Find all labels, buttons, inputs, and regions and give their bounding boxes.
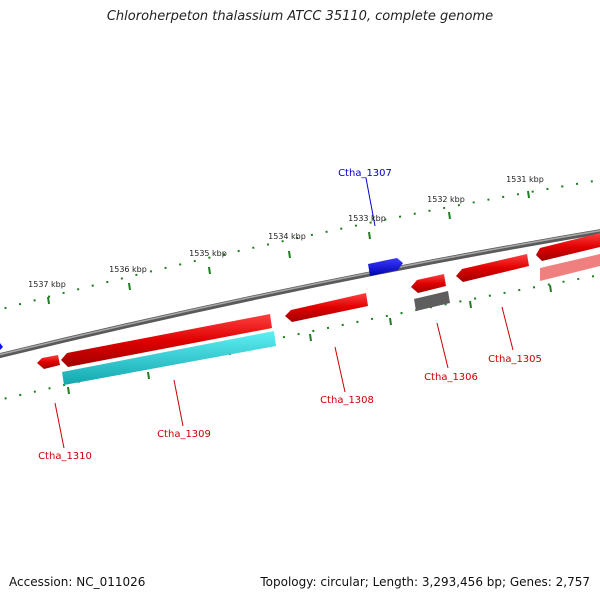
gene-ctha-1305[interactable] [456, 254, 529, 282]
tick-mark [368, 231, 371, 240]
gene-label-ctha-1305[interactable]: Ctha_1305 [488, 354, 542, 365]
tick-mark [208, 266, 211, 275]
gene-label-ctha-1309[interactable]: Ctha_1309 [157, 429, 211, 440]
gene-ctha-1307[interactable] [368, 258, 403, 276]
partial-gene-arrow[interactable] [0, 343, 3, 350]
gene-ctha-1309[interactable] [62, 331, 276, 385]
tick-mark [448, 211, 451, 220]
gene-ctha-1309-red[interactable] [61, 314, 272, 367]
genome-stats-label: Topology: circular; Length: 3,293,456 bp… [260, 575, 590, 589]
map-title: Chloroherpeton thalassium ATCC 35110, co… [106, 9, 494, 24]
gene-ctha-1306[interactable] [411, 274, 446, 293]
tick-mark [288, 250, 291, 259]
outer-scale-band [0, 179, 600, 311]
tick-mark [128, 282, 131, 291]
scale-ticks: 1531 kbp 1532 kbp 1533 kbp 1534 kbp 1535… [28, 175, 544, 305]
tick-label: 1532 kbp [427, 195, 465, 204]
tick-label: 1533 kbp [348, 214, 386, 223]
gene-ctha-1305-segment[interactable] [536, 233, 600, 261]
gene-label-ctha-1307[interactable]: Ctha_1307 [338, 168, 392, 179]
gene-label-ctha-1306[interactable]: Ctha_1306 [424, 372, 478, 383]
gene-ctha-1306-pseudo[interactable] [414, 291, 450, 311]
gene-label-ctha-1310[interactable]: Ctha_1310 [38, 451, 92, 462]
gene-label-ctha-1308[interactable]: Ctha_1308 [320, 395, 374, 406]
tick-label: 1534 kbp [268, 232, 306, 241]
label-leaders [54, 177, 514, 449]
gene-ctha-1310[interactable] [37, 355, 60, 369]
tick-mark [47, 296, 50, 305]
gene-ctha-1305-faded[interactable] [540, 254, 600, 281]
gene-ctha-1308[interactable] [285, 293, 368, 322]
tick-label: 1535 kbp [189, 249, 227, 258]
genome-backbone [0, 229, 600, 359]
tick-label: 1531 kbp [506, 175, 544, 184]
tick-mark [527, 190, 530, 199]
tick-label: 1536 kbp [109, 265, 147, 274]
accession-label: Accession: NC_011026 [9, 575, 146, 589]
tick-label: 1537 kbp [28, 280, 66, 289]
